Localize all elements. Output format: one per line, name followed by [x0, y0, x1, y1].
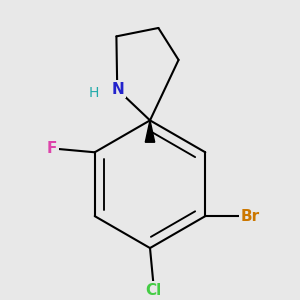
Text: Br: Br: [240, 208, 260, 224]
Text: F: F: [47, 141, 57, 156]
Polygon shape: [145, 120, 155, 142]
Text: Cl: Cl: [145, 283, 161, 298]
Text: N: N: [112, 82, 124, 97]
Text: H: H: [88, 86, 99, 100]
